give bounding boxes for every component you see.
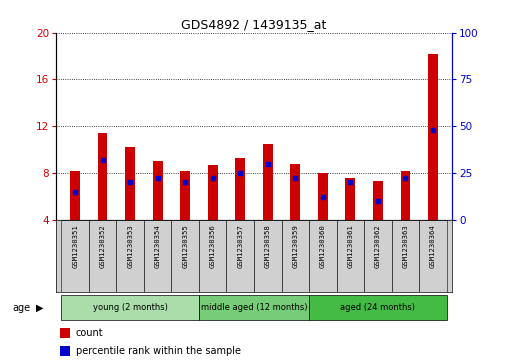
Text: aged (24 months): aged (24 months) <box>340 303 416 312</box>
Bar <box>61 220 89 292</box>
Text: GSM1230361: GSM1230361 <box>347 224 353 268</box>
Bar <box>263 144 273 220</box>
Bar <box>60 346 70 356</box>
Point <box>401 176 409 182</box>
Point <box>264 160 272 166</box>
Bar <box>125 147 135 220</box>
Text: GSM1230360: GSM1230360 <box>320 224 326 268</box>
Point <box>71 189 79 195</box>
Text: GSM1230351: GSM1230351 <box>72 224 78 268</box>
Point <box>236 170 244 176</box>
Point <box>374 198 382 204</box>
Bar <box>144 220 172 292</box>
Bar <box>291 163 300 220</box>
Bar <box>70 171 80 220</box>
Bar <box>116 220 144 292</box>
Text: GSM1230353: GSM1230353 <box>127 224 133 268</box>
Point <box>99 157 107 163</box>
FancyBboxPatch shape <box>309 295 447 320</box>
Point <box>291 176 299 182</box>
Point <box>429 127 437 133</box>
Text: GSM1230364: GSM1230364 <box>430 224 436 268</box>
Bar <box>98 133 108 220</box>
FancyBboxPatch shape <box>61 295 199 320</box>
Bar <box>364 220 392 292</box>
Bar <box>180 171 190 220</box>
Bar <box>373 181 383 220</box>
Point <box>346 179 355 185</box>
Bar <box>428 54 438 220</box>
Text: GSM1230357: GSM1230357 <box>237 224 243 268</box>
Bar <box>89 220 116 292</box>
FancyBboxPatch shape <box>199 295 309 320</box>
Text: GSM1230356: GSM1230356 <box>210 224 216 268</box>
Text: ▶: ▶ <box>36 303 43 313</box>
Text: GSM1230354: GSM1230354 <box>155 224 161 268</box>
Point <box>153 176 162 182</box>
Bar <box>318 173 328 220</box>
Text: count: count <box>76 328 103 338</box>
Bar <box>153 161 163 220</box>
Bar <box>235 158 245 220</box>
Bar <box>60 328 70 338</box>
Text: GSM1230362: GSM1230362 <box>375 224 381 268</box>
Bar <box>254 220 281 292</box>
Point <box>209 176 217 182</box>
Text: young (2 months): young (2 months) <box>93 303 168 312</box>
Title: GDS4892 / 1439135_at: GDS4892 / 1439135_at <box>181 19 327 32</box>
Bar <box>392 220 419 292</box>
Bar <box>199 220 227 292</box>
Bar <box>400 171 410 220</box>
Text: middle aged (12 months): middle aged (12 months) <box>201 303 307 312</box>
Text: GSM1230352: GSM1230352 <box>100 224 106 268</box>
Text: GSM1230358: GSM1230358 <box>265 224 271 268</box>
Point <box>319 194 327 200</box>
Text: GSM1230355: GSM1230355 <box>182 224 188 268</box>
Bar <box>227 220 254 292</box>
Bar <box>309 220 336 292</box>
Text: GSM1230359: GSM1230359 <box>292 224 298 268</box>
Text: percentile rank within the sample: percentile rank within the sample <box>76 346 241 356</box>
Bar <box>281 220 309 292</box>
Bar <box>419 220 447 292</box>
Point <box>181 179 189 185</box>
Bar <box>336 220 364 292</box>
Bar <box>345 178 355 220</box>
Point <box>126 179 134 185</box>
Text: age: age <box>13 303 31 313</box>
Text: GSM1230363: GSM1230363 <box>402 224 408 268</box>
Bar <box>171 220 199 292</box>
Bar <box>208 165 217 220</box>
